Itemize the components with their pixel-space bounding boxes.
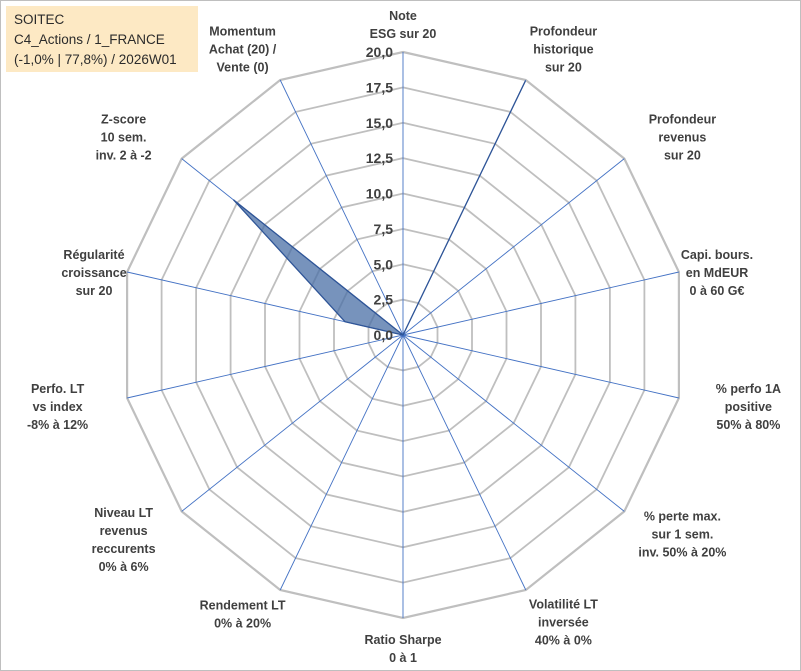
axis-label-line: Niveau LT: [94, 506, 153, 520]
axis-label-line: sur 1 sem.: [651, 527, 713, 541]
axis-spoke: [402, 334, 680, 399]
axis-label-line: revenus: [658, 131, 706, 145]
axis-label: Niveau LT revenus reccurents 0% à 6%: [92, 506, 156, 574]
axis-label-line: vs index: [33, 400, 83, 414]
axis-label: Rendement LT 0% à 20%: [200, 598, 286, 630]
tick-label: 7,5: [374, 221, 394, 237]
axis-spoke: [279, 79, 404, 336]
axis-label: Z-score 10 sem. inv. 2 à -2: [96, 113, 152, 163]
axis-spoke: [126, 334, 404, 399]
axis-label-line: Perfo. LT: [31, 382, 85, 396]
axis-label-line: % perte max.: [644, 509, 721, 523]
axis-label-line: sur 20: [76, 284, 113, 298]
axis-label-line: Achat (20) /: [209, 43, 277, 57]
axis-label: Note ESG sur 20: [370, 9, 437, 41]
axis-label: Régularité croissance sur 20: [61, 248, 126, 298]
axis-spoke: [402, 271, 680, 336]
axis-label-line: Z-score: [101, 113, 146, 127]
axis-spoke: [279, 334, 404, 591]
axis-label-line: 0% à 6%: [99, 560, 149, 574]
tick-label: 20,0: [366, 44, 393, 60]
axis-label-line: Ratio Sharpe: [364, 633, 441, 647]
axis-label-line: sur 20: [664, 149, 701, 163]
axis-label: Profondeur revenus sur 20: [649, 113, 716, 163]
axis-label: Capi. bours. en MdEUR 0 à 60 G€: [681, 248, 753, 298]
axis-spoke: [181, 334, 404, 512]
axis-label-line: positive: [725, 400, 772, 414]
axis-label: Momentum Achat (20) / Vente (0): [209, 25, 277, 75]
tick-label: 5,0: [374, 256, 394, 272]
axis-label-line: 0 à 1: [389, 651, 417, 665]
info-line-stats: (-1,0% | 77,8%) / 2026W01: [14, 52, 177, 67]
axis-label: Ratio Sharpe 0 à 1: [364, 633, 441, 665]
axis-label: Volatilité LT inversée 40% à 0%: [529, 598, 598, 648]
tick-label: 12,5: [366, 150, 393, 166]
tick-layer: 0,0 2,5 5,0 7,5 10,0 12,5 15,0 17,5 20,0: [366, 44, 393, 343]
axis-label-line: en MdEUR: [686, 266, 749, 280]
axis-label-line: Capi. bours.: [681, 248, 753, 262]
axis-label-line: reccurents: [92, 542, 156, 556]
axis-label-line: Rendement LT: [200, 598, 286, 612]
axis-label-line: 10 sem.: [101, 131, 147, 145]
series-area: [233, 80, 526, 336]
axis-label-line: 40% à 0%: [535, 634, 592, 648]
axis-label-line: Profondeur: [649, 113, 716, 127]
axis-label-line: Note: [389, 9, 417, 23]
tick-label: 15,0: [366, 115, 393, 131]
axis-label: % perfo 1A positive 50% à 80%: [716, 382, 781, 432]
axis-label-line: inv. 2 à -2: [96, 149, 152, 163]
axis-label-line: 0 à 60 G€: [690, 284, 745, 298]
tick-label: 10,0: [366, 186, 393, 202]
tick-label: 0,0: [374, 327, 394, 343]
axis-label-line: croissance: [61, 266, 126, 280]
axis-label-line: historique: [533, 43, 593, 57]
axis-label-line: -8% à 12%: [27, 418, 88, 432]
axis-label-line: % perfo 1A: [716, 382, 781, 396]
info-line-category: C4_Actions / 1_FRANCE: [14, 32, 165, 47]
axis-label-line: Vente (0): [217, 61, 269, 75]
axis-label-line: Régularité: [63, 248, 124, 262]
axis-label-line: 0% à 20%: [214, 616, 271, 630]
axis-label-line: inversée: [538, 616, 589, 630]
axis-spoke: [402, 334, 625, 512]
axis-label-line: Momentum: [209, 25, 276, 39]
tick-label: 2,5: [374, 292, 394, 308]
axis-label-line: 50% à 80%: [716, 418, 780, 432]
axis-label-line: inv. 50% à 20%: [638, 545, 726, 559]
axis-label-layer: Note ESG sur 20 Profondeur historique sur 20…: [27, 9, 781, 665]
series-layer: [233, 80, 526, 336]
axis-label: % perte max. sur 1 sem. inv. 50% à 20%: [638, 509, 726, 559]
axis-label-line: sur 20: [545, 61, 582, 75]
axis-label: Profondeur historique sur 20: [530, 25, 597, 75]
info-box: SOITEC C4_Actions / 1_FRANCE (-1,0% | 77…: [6, 6, 198, 72]
axis-label-line: Volatilité LT: [529, 598, 598, 612]
axis-label-line: ESG sur 20: [370, 27, 437, 41]
axis-label-line: revenus: [100, 524, 148, 538]
axis-label-line: Profondeur: [530, 25, 597, 39]
axis-label: Perfo. LT vs index -8% à 12%: [27, 382, 88, 432]
info-line-stock: SOITEC: [14, 12, 65, 27]
axis-spoke: [402, 158, 625, 336]
tick-label: 17,5: [366, 79, 393, 95]
axis-spoke: [402, 334, 527, 591]
